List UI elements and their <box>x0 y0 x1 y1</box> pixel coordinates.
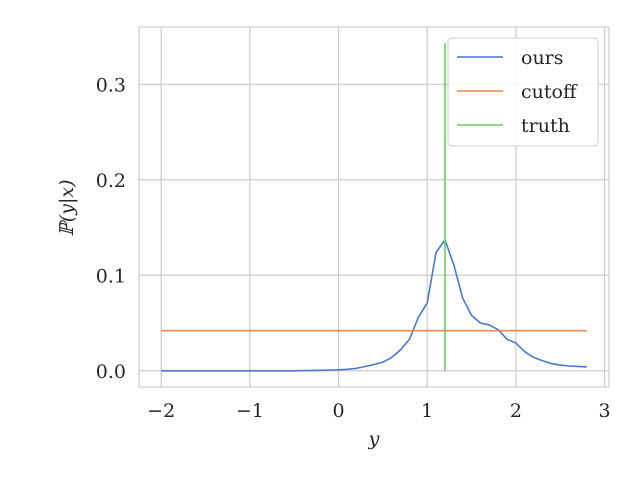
x-tick-label: 0 <box>332 400 344 422</box>
legend-label-truth: truth <box>521 115 570 137</box>
legend-label-ours: ours <box>521 47 564 69</box>
legend: ours cutoff truth <box>447 37 599 147</box>
series-line-ours <box>161 239 587 372</box>
tick-labels: −2 −1 0 1 2 3 0.0 0.1 0.2 0.3 <box>96 74 611 422</box>
x-tick-label: 2 <box>510 400 522 422</box>
y-tick-label: 0.2 <box>96 170 126 192</box>
x-tick-label: −2 <box>147 400 175 422</box>
y-tick-label: 0.1 <box>96 265 126 287</box>
x-tick-label: 1 <box>421 400 433 422</box>
x-tick-label: −1 <box>236 400 264 422</box>
y-axis-label: ℙ(y|x) <box>56 180 78 237</box>
y-tick-label: 0.0 <box>96 361 126 383</box>
plot-frame <box>138 26 610 388</box>
legend-label-cutoff: cutoff <box>521 81 578 103</box>
y-tick-label: 0.3 <box>96 74 126 96</box>
series-layer <box>161 43 587 372</box>
x-axis-label: y <box>368 428 380 450</box>
legend-box <box>447 37 599 147</box>
x-tick-label: 3 <box>599 400 611 422</box>
